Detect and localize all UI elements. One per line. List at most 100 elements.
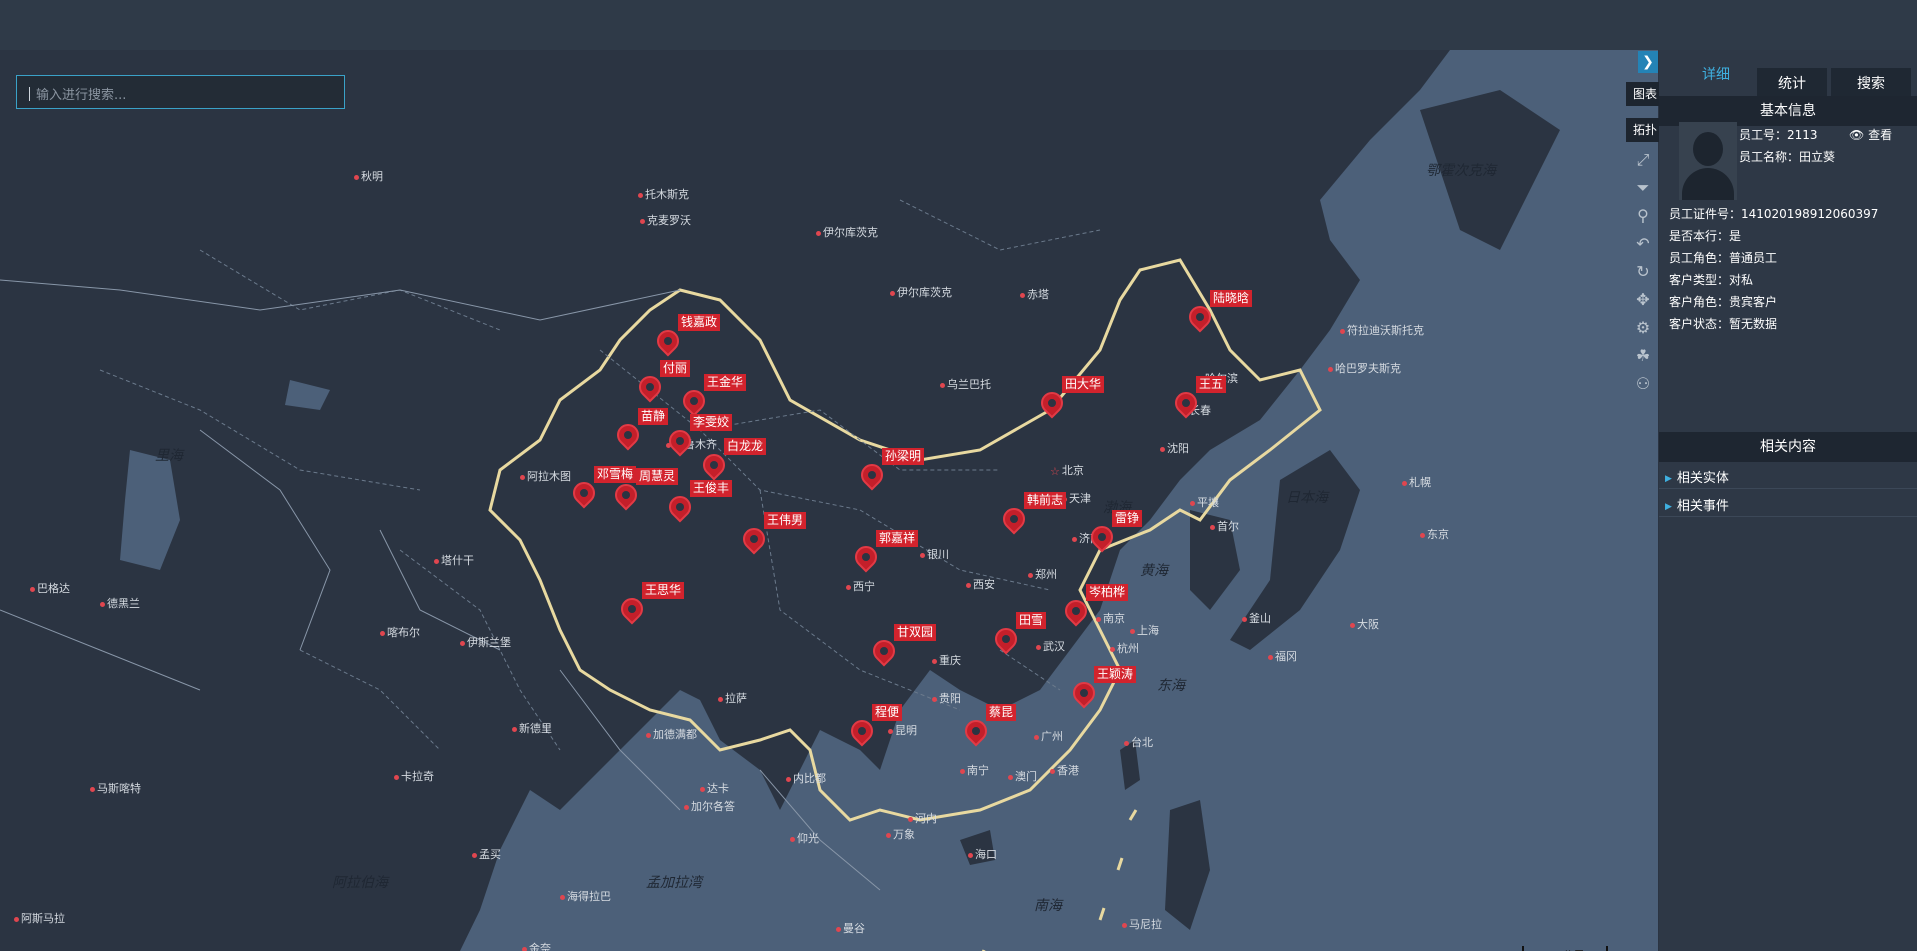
related-entities-label: 相关实体 — [1676, 471, 1729, 486]
city-label: 伊尔库茨克 — [816, 224, 878, 240]
marker-label[interactable]: 甘双园 — [894, 624, 937, 641]
marker-label[interactable]: 田雪 — [1016, 612, 1047, 629]
city-label: 西安 — [966, 576, 995, 592]
undo-icon[interactable]: ↶ — [1636, 234, 1650, 253]
marker-label[interactable]: 郭嘉祥 — [876, 530, 919, 547]
marker-label[interactable]: 程便 — [872, 704, 903, 721]
city-label: 釜山 — [1242, 610, 1271, 626]
city-label: 澳门 — [1008, 768, 1037, 784]
sea-label: 东海 — [1157, 678, 1185, 694]
city-label: 仰光 — [790, 830, 819, 846]
chart-button[interactable]: 图表 — [1626, 82, 1664, 106]
filter-icon[interactable]: ⏷ — [1636, 178, 1650, 197]
city-label: 海口 — [968, 846, 997, 862]
marker-label[interactable]: 蔡昆 — [986, 704, 1017, 721]
map-base-layer — [0, 50, 1560, 951]
city-label: 天津 — [1062, 490, 1091, 506]
topology-button[interactable]: 拓扑 — [1626, 118, 1664, 142]
marker-label[interactable]: 邓雪梅 — [594, 466, 637, 483]
map-view[interactable]: 里海 阿拉伯海 孟加拉湾 南海 东海 黄海 渤海 日本海 鄂霍次克海 北京 天津… — [0, 50, 1658, 951]
search-placeholder: 输入进行搜索... — [36, 88, 127, 103]
related-events[interactable]: ▶ 相关事件 — [1665, 495, 1729, 514]
marker-label[interactable]: 白龙龙 — [724, 438, 767, 455]
marker-label[interactable]: 雷铮 — [1112, 510, 1143, 527]
city-label: 重庆 — [932, 652, 961, 668]
related-events-label: 相关事件 — [1676, 499, 1729, 514]
cluster-icon[interactable]: ☘ — [1635, 346, 1651, 365]
tab-search[interactable]: 搜索 — [1831, 68, 1911, 98]
search-input[interactable]: 输入进行搜索... — [16, 75, 345, 109]
city-label: 伊斯兰堡 — [460, 634, 511, 650]
city-label: 南京 — [1096, 610, 1125, 626]
settings-icon[interactable]: ⚙ — [1635, 318, 1651, 337]
field-row: 客户类型：对私 — [1669, 273, 1754, 287]
basic-info-header: 基本信息 — [1659, 96, 1917, 126]
city-label: 贵阳 — [932, 690, 961, 706]
marker-label[interactable]: 韩前志 — [1024, 492, 1067, 509]
view-link[interactable]: 👁 查看 — [1849, 126, 1892, 143]
marker-label[interactable]: 钱嘉政 — [678, 314, 721, 331]
avatar — [1679, 122, 1737, 200]
land-philippines — [1165, 800, 1210, 930]
top-bar — [0, 0, 1917, 50]
marker-label[interactable]: 王思华 — [642, 582, 685, 599]
marker-label[interactable]: 李雯姣 — [690, 414, 733, 431]
related-entities[interactable]: ▶ 相关实体 — [1665, 467, 1729, 486]
detail-panel: 详细 统计 搜索 基本信息 员工号：2113 👁 查看 员工名称：田立葵 员工证… — [1659, 50, 1917, 951]
marker-label[interactable]: 苗静 — [638, 408, 669, 425]
view-label: 查看 — [1868, 128, 1893, 142]
marker-label[interactable]: 王金华 — [704, 374, 747, 391]
city-label: 武汉 — [1036, 638, 1065, 654]
city-label: 沈阳 — [1160, 440, 1189, 456]
sea-label: 鄂霍次克海 — [1426, 163, 1496, 179]
city-label: 阿拉木图 — [520, 468, 571, 484]
field-row: 员工证件号：141020198912060397 — [1669, 207, 1879, 221]
city-label: 河内 — [908, 810, 937, 826]
land-kamchatka — [1420, 90, 1560, 250]
marker-label[interactable]: 周慧灵 — [636, 468, 679, 485]
sea-label: 日本海 — [1286, 490, 1328, 506]
tab-detail[interactable]: 详细 — [1681, 60, 1751, 98]
refresh-icon[interactable]: ↻ — [1636, 262, 1650, 281]
marker-label[interactable]: 王伟男 — [764, 512, 807, 529]
zoom-search-icon[interactable]: ⚲ — [1637, 206, 1649, 225]
marker-label[interactable]: 付丽 — [660, 360, 691, 377]
move-icon[interactable]: ✥ — [1636, 290, 1650, 309]
city-label: 北京 — [1050, 462, 1084, 478]
marker-label[interactable]: 岑柏桦 — [1086, 584, 1129, 601]
city-label: 札幌 — [1402, 474, 1431, 490]
city-label: 巴格达 — [30, 580, 70, 596]
city-label: 拉萨 — [718, 690, 747, 706]
employee-name: 员工名称：田立葵 — [1739, 150, 1836, 164]
marker-label[interactable]: 王俊丰 — [690, 480, 733, 497]
employee-id: 员工号：2113 — [1739, 128, 1818, 142]
tab-statistics[interactable]: 统计 — [1757, 68, 1827, 98]
city-label: 大阪 — [1350, 616, 1379, 632]
field-row: 员工角色：普通员工 — [1669, 251, 1778, 265]
marker-label[interactable]: 田大华 — [1062, 376, 1105, 393]
city-label: 杭州 — [1110, 640, 1139, 656]
expand-panel-icon[interactable]: ❯ — [1638, 51, 1658, 73]
city-label: 东京 — [1420, 526, 1449, 542]
sea-label: 南海 — [1034, 898, 1062, 914]
city-label: 昆明 — [888, 722, 917, 738]
city-label: 塔什干 — [434, 552, 474, 568]
marker-label[interactable]: 王五 — [1196, 376, 1227, 393]
fullscreen-icon[interactable]: ⤢ — [1636, 150, 1650, 169]
city-label: 台北 — [1124, 734, 1153, 750]
city-label: 曼谷 — [836, 920, 865, 936]
marker-label[interactable]: 王颖涛 — [1094, 666, 1137, 683]
land-korea — [1190, 510, 1240, 610]
marker-label[interactable]: 孙梁明 — [882, 448, 925, 465]
sea-label: 黄海 — [1140, 563, 1168, 579]
city-label: 广州 — [1034, 728, 1063, 744]
related-header: 相关内容 — [1659, 432, 1917, 462]
text-caret — [29, 86, 30, 101]
people-icon[interactable]: ⚇ — [1635, 374, 1651, 393]
country-borders — [0, 279, 881, 891]
city-label: 加尔各答 — [684, 798, 735, 814]
city-label: 克麦罗沃 — [640, 212, 691, 228]
city-label: 银川 — [920, 546, 949, 562]
marker-label[interactable]: 陆晓晗 — [1210, 290, 1253, 307]
city-label: 秋明 — [354, 168, 383, 184]
